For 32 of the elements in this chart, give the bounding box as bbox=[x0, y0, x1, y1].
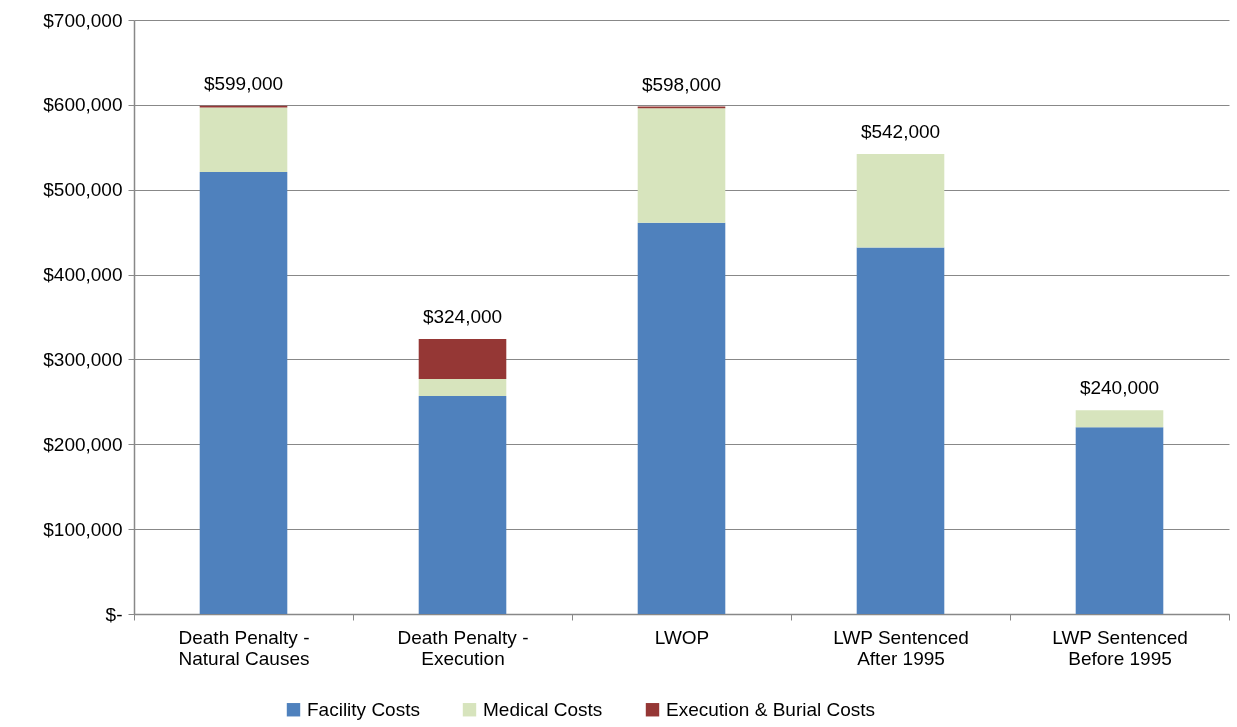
total-label: $240,000 bbox=[1079, 377, 1160, 399]
total-label: $598,000 bbox=[641, 73, 722, 95]
y-tick-label: $100,000 bbox=[43, 518, 123, 540]
y-tick-label: $600,000 bbox=[43, 94, 123, 116]
bar bbox=[856, 154, 945, 248]
x-tick-label: Death Penalty - Natural Causes bbox=[178, 626, 310, 669]
y-tick-label: $700,000 bbox=[43, 9, 123, 31]
y-tick-label: $200,000 bbox=[43, 433, 123, 455]
total-label: $542,000 bbox=[860, 121, 941, 143]
y-tick-label: $500,000 bbox=[43, 179, 123, 201]
bar bbox=[418, 395, 507, 614]
legend-label: Execution & Burial Costs bbox=[666, 698, 876, 720]
bar bbox=[1075, 427, 1164, 614]
legend-label: Medical Costs bbox=[483, 698, 603, 720]
bar bbox=[199, 107, 288, 172]
x-tick-label: LWP Sentenced Before 1995 bbox=[1052, 626, 1188, 669]
x-tick-label: LWP Sentenced After 1995 bbox=[833, 626, 969, 669]
y-tick-label: $- bbox=[105, 603, 123, 625]
y-tick-label: $300,000 bbox=[43, 348, 123, 370]
total-label: $599,000 bbox=[203, 72, 284, 94]
y-tick-label: $400,000 bbox=[43, 264, 123, 286]
bar bbox=[418, 378, 507, 396]
x-tick-label: LWOP bbox=[654, 626, 710, 648]
bar bbox=[637, 222, 726, 614]
legend-label: Facility Costs bbox=[307, 698, 420, 720]
total-label: $324,000 bbox=[422, 306, 503, 328]
bar bbox=[856, 247, 945, 614]
bar bbox=[418, 339, 507, 379]
bar bbox=[1075, 410, 1164, 428]
bar bbox=[637, 108, 726, 223]
x-tick-label: Death Penalty - Execution bbox=[397, 626, 529, 669]
bar bbox=[199, 171, 288, 614]
